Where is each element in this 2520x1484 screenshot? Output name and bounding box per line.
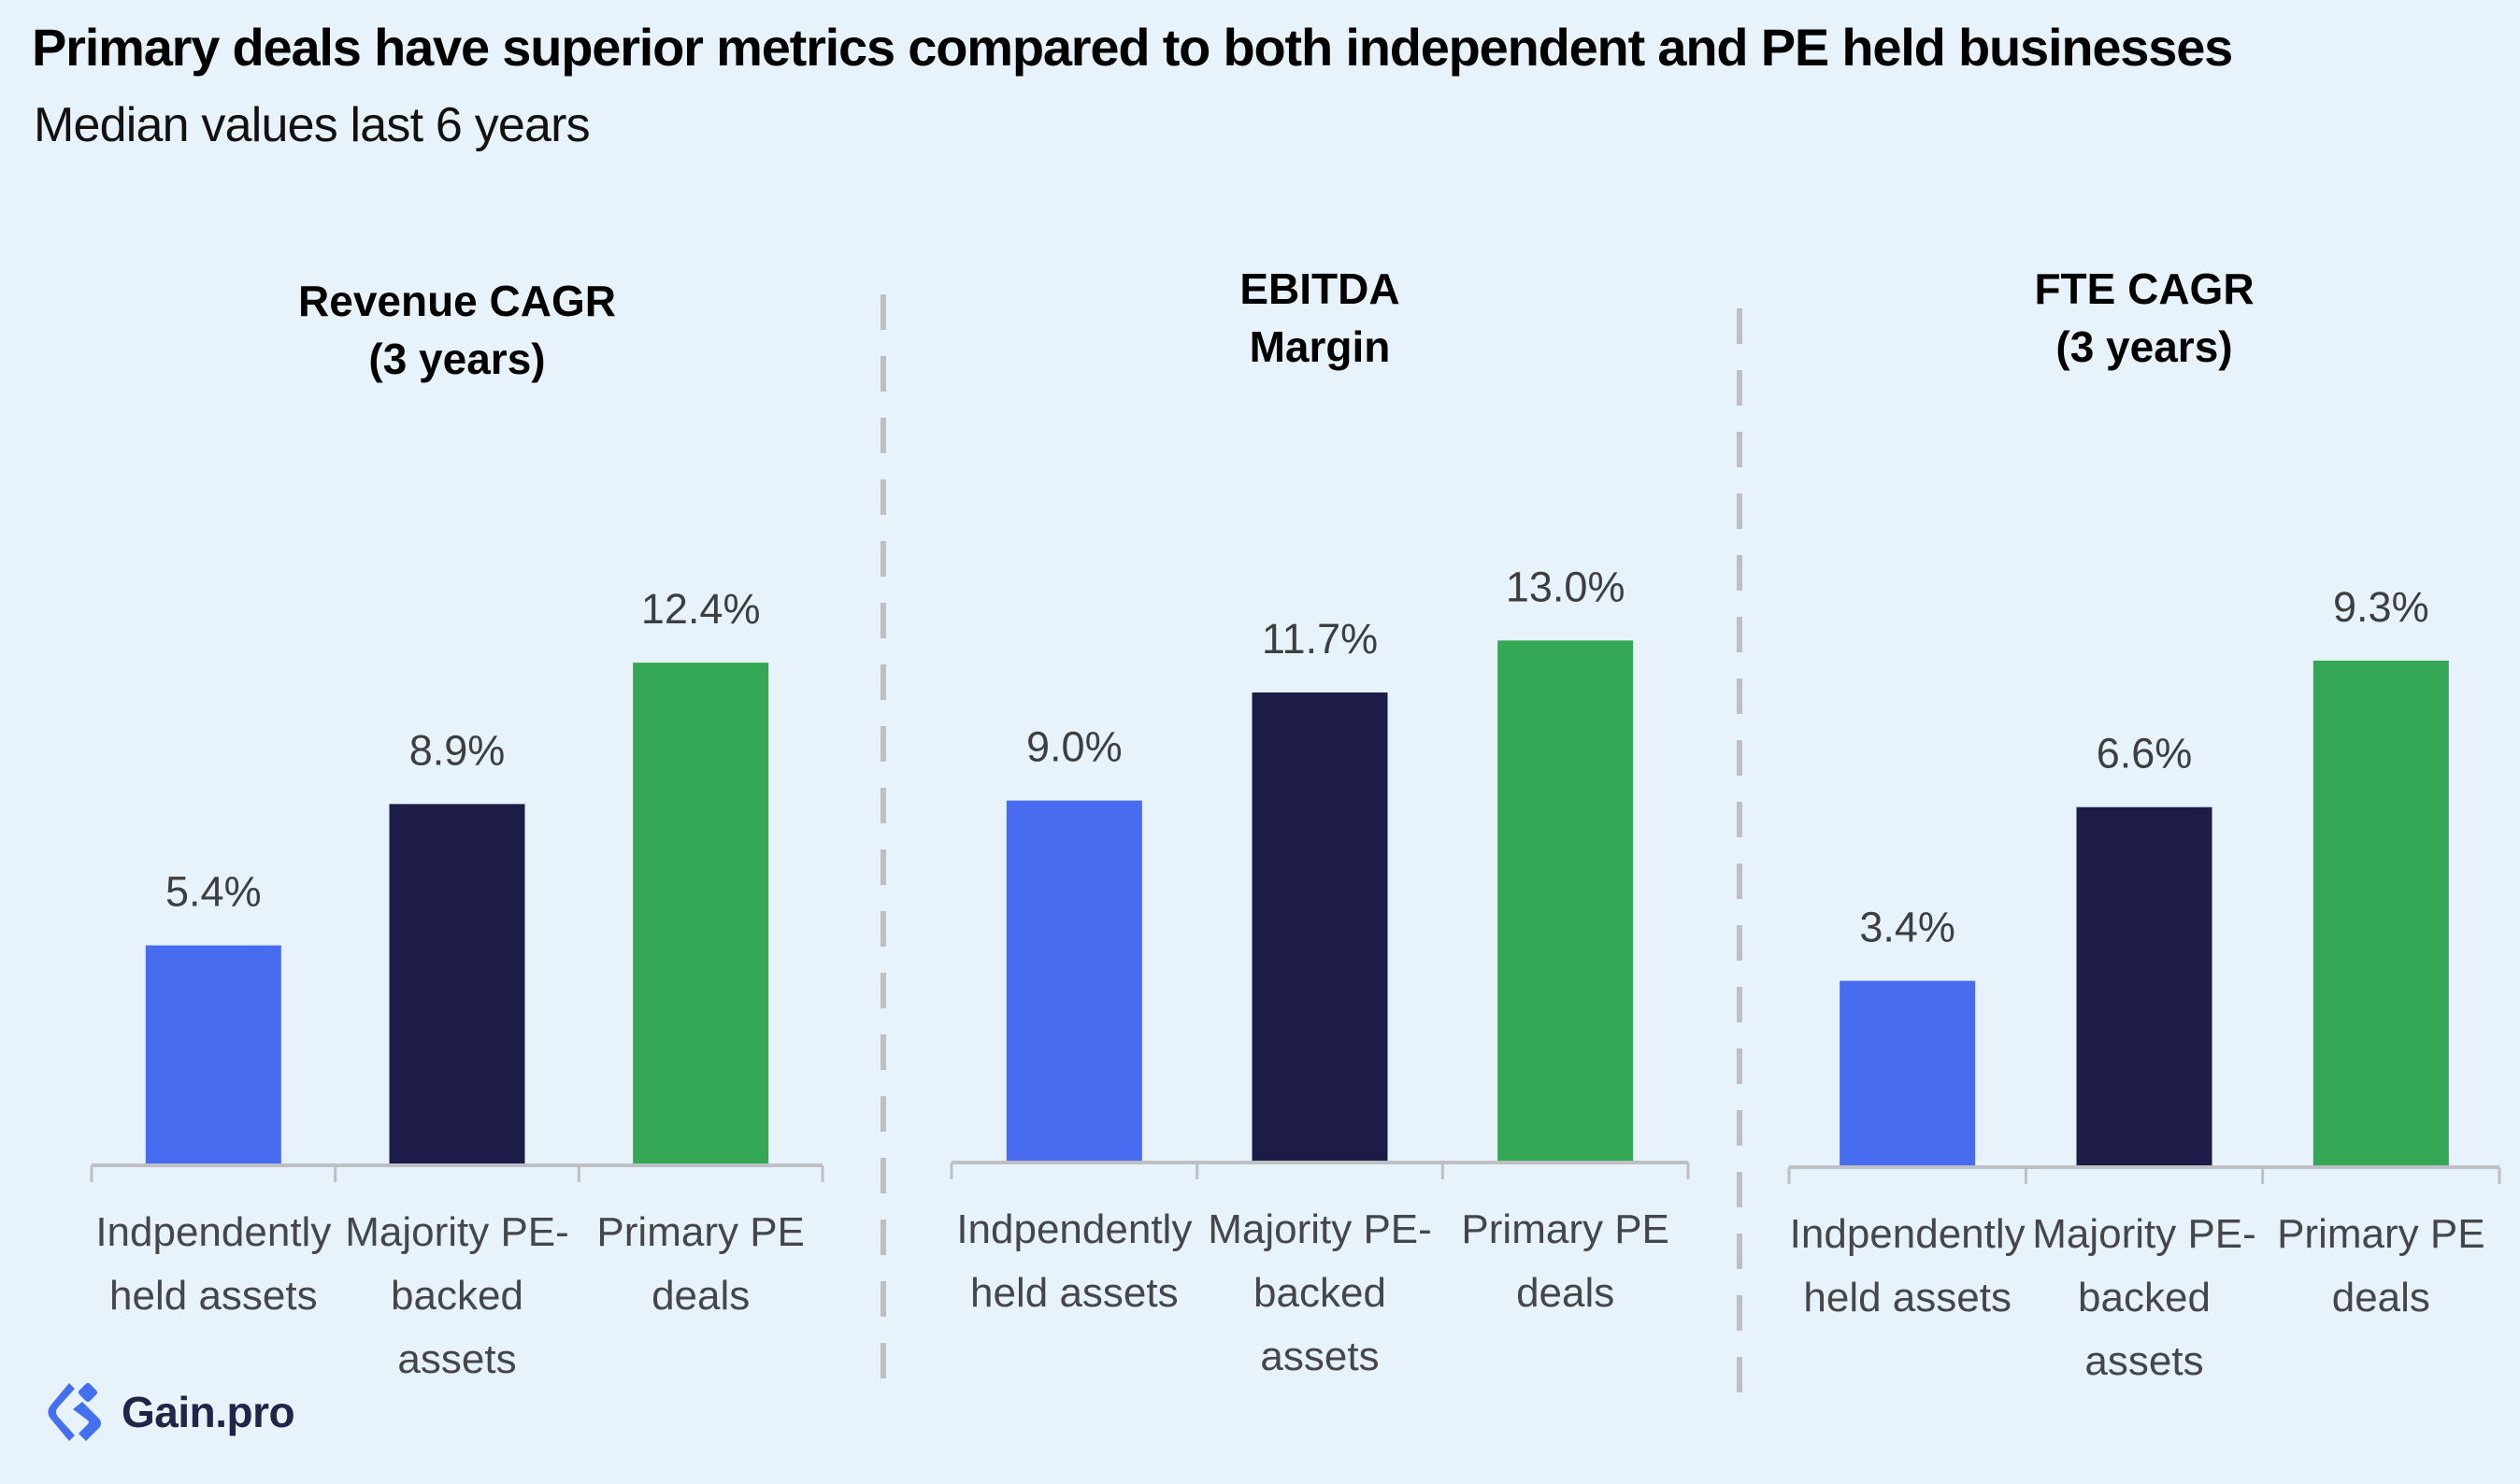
category-label: held assets <box>109 1273 318 1319</box>
category-label: backed <box>391 1273 523 1319</box>
value-label: 3.4% <box>1859 904 1955 951</box>
gain-pro-logo-text: Gain.pro <box>122 1388 295 1436</box>
bar-3 <box>1497 640 1634 1161</box>
category-label: assets <box>397 1336 516 1382</box>
category-label: Majority PE- <box>2032 1211 2256 1257</box>
bar-2 <box>2076 806 2212 1165</box>
value-label: 8.9% <box>409 726 506 774</box>
bar-3 <box>633 663 769 1163</box>
category-label: Majority PE- <box>345 1209 569 1255</box>
category-label: assets <box>2084 1338 2203 1384</box>
category-label: backed <box>1253 1270 1386 1316</box>
value-label: 11.7% <box>1262 615 1378 663</box>
panel-title-line: Margin <box>1250 322 1391 371</box>
category-label: Indpendently <box>1790 1211 2026 1257</box>
bar-1 <box>1006 800 1142 1161</box>
category-label: held assets <box>970 1270 1179 1316</box>
category-label: backed <box>2078 1275 2211 1320</box>
bar-1 <box>145 945 281 1163</box>
gain-pro-logo: Gain.pro <box>47 1379 295 1445</box>
category-label: deals <box>1516 1270 1614 1316</box>
category-label: Primary PE <box>2277 1211 2484 1257</box>
gain-pro-logo-icon <box>48 1382 101 1441</box>
category-label: Primary PE <box>1461 1206 1668 1252</box>
bar-3 <box>2312 660 2449 1165</box>
panel-title-line: Revenue CAGR <box>298 277 616 325</box>
value-label: 9.3% <box>2333 583 2429 631</box>
category-label: deals <box>651 1273 750 1319</box>
value-label: 12.4% <box>641 585 761 633</box>
category-label: assets <box>1260 1334 1379 1379</box>
panel-title-line: FTE CAGR <box>2034 264 2254 313</box>
value-label: 6.6% <box>2097 730 2193 778</box>
category-label: held assets <box>1803 1275 2012 1320</box>
category-label: deals <box>2332 1275 2430 1320</box>
chart-title: Primary deals have superior metrics comp… <box>32 18 2233 77</box>
category-label: Majority PE- <box>1208 1206 1432 1252</box>
category-label: Primary PE <box>596 1209 804 1255</box>
value-label: 9.0% <box>1026 723 1123 771</box>
category-label: Indpendently <box>956 1206 1192 1252</box>
category-label: Indpendently <box>95 1209 331 1255</box>
chart-subtitle: Median values last 6 years <box>34 98 591 152</box>
value-label: 13.0% <box>1506 563 1625 610</box>
panel-title-line: EBITDA <box>1239 264 1399 313</box>
panel-title-line: (3 years) <box>368 335 545 383</box>
panel-title-line: (3 years) <box>2055 322 2232 371</box>
bar-2 <box>389 804 525 1163</box>
bar-2 <box>1252 692 1388 1161</box>
value-label: 5.4% <box>165 868 262 916</box>
bar-1 <box>1840 980 1976 1165</box>
